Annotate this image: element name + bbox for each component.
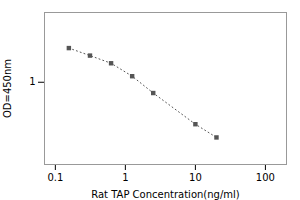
svg-text:1: 1 (29, 76, 35, 87)
svg-text:10: 10 (189, 172, 202, 183)
svg-text:Rat TAP Concentration(ng/ml): Rat TAP Concentration(ng/ml) (91, 189, 240, 200)
svg-text:1: 1 (122, 172, 128, 183)
svg-text:0.1: 0.1 (47, 172, 63, 183)
svg-text:OD=450nm: OD=450nm (2, 59, 13, 118)
svg-text:100: 100 (256, 172, 275, 183)
